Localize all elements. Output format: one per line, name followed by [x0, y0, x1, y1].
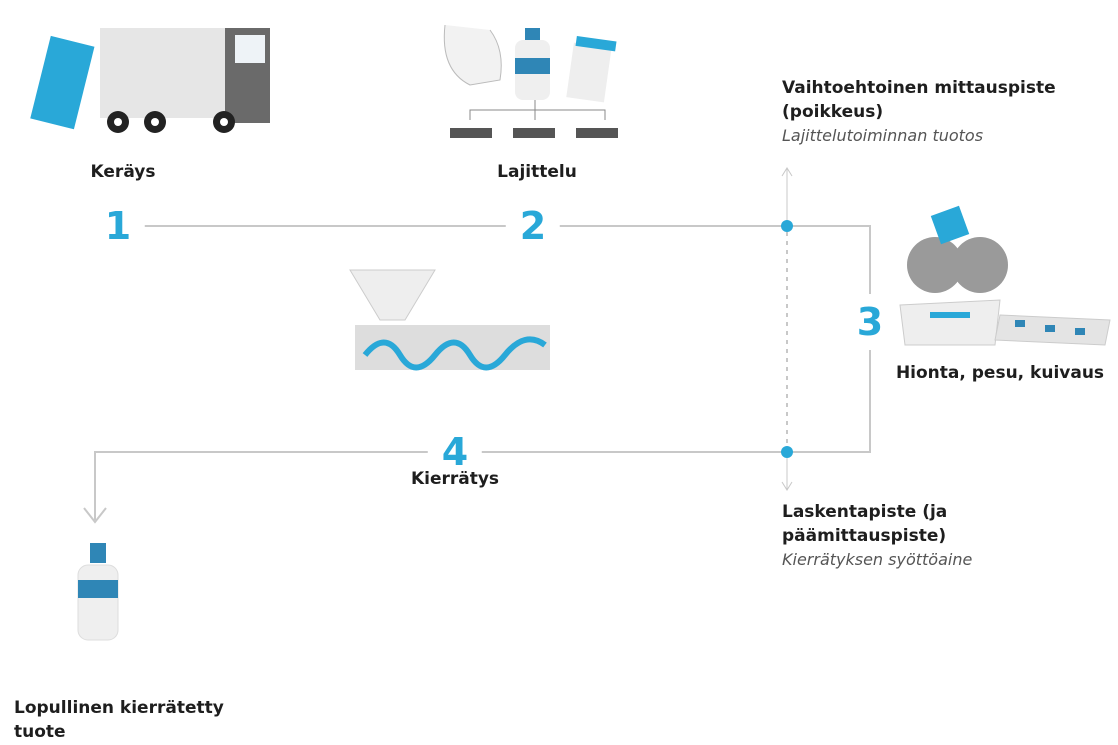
step-number: 4	[428, 432, 482, 472]
sorting-icon	[444, 25, 618, 138]
page: 1 2 3 4 Keräys Lajittelu Hionta, pesu, k…	[0, 0, 1118, 745]
measurement-point: Vaihtoehtoinen mittauspiste (poikkeus) L…	[782, 76, 1072, 148]
measurement-title: Vaihtoehtoinen mittauspiste (poikkeus)	[782, 78, 1056, 122]
step-label: Hionta, pesu, kuivaus	[896, 361, 1104, 385]
measure-dot	[781, 446, 793, 458]
bottle-icon	[78, 543, 118, 640]
extruder-icon	[350, 270, 550, 370]
grinding-icon	[900, 206, 1110, 345]
measurement-title: Laskentapiste (ja päämittauspiste)	[782, 502, 947, 546]
measurement-subtitle: Lajittelutoiminnan tuotos	[782, 124, 1072, 148]
step-label: Kierrätys	[411, 467, 499, 491]
step-label: Keräys	[91, 160, 156, 184]
measurement-subtitle: Kierrätyksen syöttöaine	[782, 548, 1032, 572]
truck-icon	[30, 28, 270, 133]
step-label: Lajittelu	[497, 160, 577, 184]
measure-dot	[781, 220, 793, 232]
step-number: 1	[91, 206, 145, 246]
step-number: 2	[506, 206, 560, 246]
final-product-label: Lopullinen kierrätetty tuote	[14, 696, 269, 744]
step-number: 3	[853, 294, 887, 350]
measurement-point: Laskentapiste (ja päämittauspiste) Kierr…	[782, 500, 1032, 572]
